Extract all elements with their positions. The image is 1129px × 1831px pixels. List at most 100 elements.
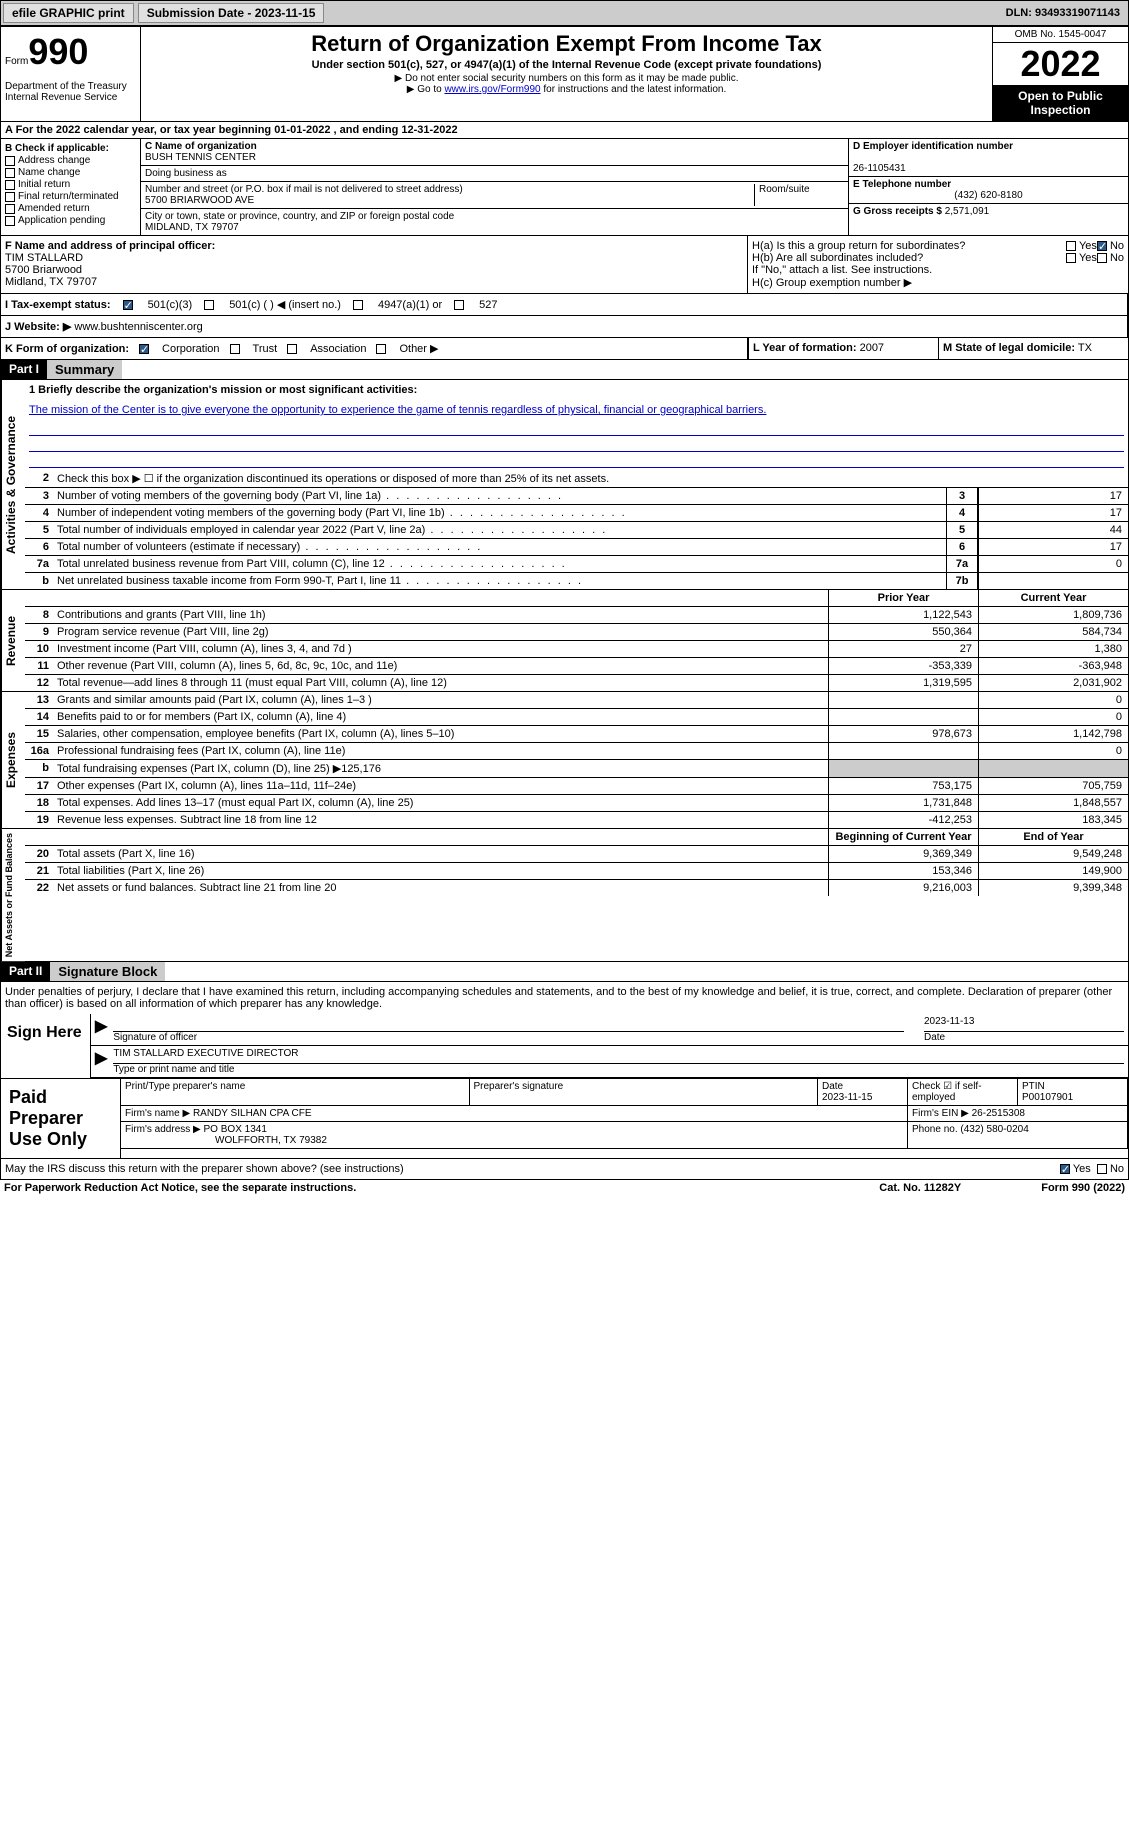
k-trust-chk[interactable] bbox=[230, 344, 240, 354]
row-desc: Grants and similar amounts paid (Part IX… bbox=[53, 692, 828, 708]
py-val: 9,369,349 bbox=[828, 846, 978, 862]
row-desc: Number of voting members of the governin… bbox=[53, 488, 946, 504]
ha-no-chk[interactable] bbox=[1097, 241, 1107, 251]
row-val: 17 bbox=[978, 505, 1128, 521]
officer-name: TIM STALLARD bbox=[5, 252, 83, 264]
k-other-chk[interactable] bbox=[376, 344, 386, 354]
form-header: Form990 Department of the Treasury Inter… bbox=[0, 26, 1129, 122]
i-4947-chk[interactable] bbox=[353, 300, 363, 310]
signature-block: Under penalties of perjury, I declare th… bbox=[0, 982, 1129, 1079]
prep-name-label: Print/Type preparer's name bbox=[121, 1079, 470, 1106]
cy-val: 183,345 bbox=[978, 812, 1128, 828]
k-corp-chk[interactable] bbox=[139, 344, 149, 354]
py-val bbox=[828, 709, 978, 725]
row-num: 6 bbox=[25, 539, 53, 555]
b-opt-label: Amended return bbox=[18, 203, 90, 214]
k-assoc-chk[interactable] bbox=[287, 344, 297, 354]
row-val: 44 bbox=[978, 522, 1128, 538]
row-desc: Other expenses (Part IX, column (A), lin… bbox=[53, 778, 828, 794]
row-box: 5 bbox=[946, 522, 978, 538]
prep-date: 2023-11-15 bbox=[822, 1092, 872, 1103]
governance-section: Activities & Governance 1 Briefly descri… bbox=[0, 380, 1129, 590]
form-word: Form bbox=[5, 56, 28, 67]
row-desc: Number of independent voting members of … bbox=[53, 505, 946, 521]
footer-mid: Cat. No. 11282Y bbox=[879, 1182, 961, 1194]
officer-addr1: 5700 Briarwood bbox=[5, 264, 82, 276]
footer-left: For Paperwork Reduction Act Notice, see … bbox=[4, 1182, 879, 1194]
l-label: L Year of formation: bbox=[753, 342, 857, 354]
firm-city: WOLFFORTH, TX 79382 bbox=[215, 1135, 327, 1146]
part2-title: Signature Block bbox=[50, 962, 165, 981]
preparer-block: Paid Preparer Use Only Print/Type prepar… bbox=[0, 1079, 1129, 1159]
side-exp: Expenses bbox=[1, 692, 25, 828]
arrow-icon: ▶ bbox=[95, 1016, 107, 1043]
dept: Department of the Treasury Internal Reve… bbox=[5, 81, 136, 103]
subdate-btn: Submission Date - 2023-11-15 bbox=[138, 3, 325, 23]
row-num: 11 bbox=[25, 658, 53, 674]
i-501c3-chk[interactable] bbox=[123, 300, 133, 310]
hb-yes-chk[interactable] bbox=[1066, 253, 1076, 263]
row-num: 4 bbox=[25, 505, 53, 521]
b-opt-label: Final return/terminated bbox=[18, 191, 119, 202]
i-501c-chk[interactable] bbox=[204, 300, 214, 310]
gross-receipts: 2,571,091 bbox=[945, 206, 990, 217]
discuss-yes-chk[interactable] bbox=[1060, 1164, 1070, 1174]
row-num: 10 bbox=[25, 641, 53, 657]
sig-date-val: 2023-11-13 bbox=[924, 1016, 1124, 1032]
discuss-no-chk[interactable] bbox=[1097, 1164, 1107, 1174]
py-val bbox=[828, 692, 978, 708]
j-label: J Website: ▶ bbox=[5, 321, 71, 333]
line-a: A For the 2022 calendar year, or tax yea… bbox=[0, 122, 1129, 139]
row-desc: Total number of volunteers (estimate if … bbox=[53, 539, 946, 555]
footer-right: Form 990 (2022) bbox=[1041, 1182, 1125, 1194]
row-desc: Total unrelated business revenue from Pa… bbox=[53, 556, 946, 572]
row-num: 13 bbox=[25, 692, 53, 708]
row-desc: Total number of individuals employed in … bbox=[53, 522, 946, 538]
sig-declaration: Under penalties of perjury, I declare th… bbox=[1, 982, 1128, 1014]
py-val bbox=[828, 760, 978, 777]
b-opt-chk[interactable] bbox=[5, 156, 15, 166]
sign-here: Sign Here bbox=[1, 1014, 91, 1078]
b-opt-chk[interactable] bbox=[5, 192, 15, 202]
phone: (432) 620-8180 bbox=[853, 190, 1124, 201]
row-num: b bbox=[25, 760, 53, 777]
i-527-chk[interactable] bbox=[454, 300, 464, 310]
sig-name: TIM STALLARD EXECUTIVE DIRECTOR bbox=[113, 1048, 1124, 1064]
row-num: 5 bbox=[25, 522, 53, 538]
b-opt-chk[interactable] bbox=[5, 204, 15, 214]
b-opt-label: Initial return bbox=[18, 179, 70, 190]
hb: H(b) Are all subordinates included? bbox=[752, 252, 1066, 264]
part1-title: Summary bbox=[47, 360, 122, 379]
hb-no-chk[interactable] bbox=[1097, 253, 1107, 263]
cy-val: 0 bbox=[978, 709, 1128, 725]
f-label: F Name and address of principal officer: bbox=[5, 240, 215, 252]
cy-val: 1,809,736 bbox=[978, 607, 1128, 623]
row-num: 19 bbox=[25, 812, 53, 828]
b-opt-chk[interactable] bbox=[5, 168, 15, 178]
py-val: 978,673 bbox=[828, 726, 978, 742]
form-number: 990 bbox=[28, 31, 88, 72]
c-label: C Name of organization bbox=[145, 141, 257, 152]
irs-link[interactable]: www.irs.gov/Form990 bbox=[444, 84, 540, 95]
py-val: -353,339 bbox=[828, 658, 978, 674]
row-num: 20 bbox=[25, 846, 53, 862]
row-desc: Net unrelated business taxable income fr… bbox=[53, 573, 946, 589]
row-desc: Revenue less expenses. Subtract line 18 … bbox=[53, 812, 828, 828]
na-cy-hdr: End of Year bbox=[978, 829, 1128, 845]
efile-btn[interactable]: efile GRAPHIC print bbox=[3, 3, 134, 23]
row-num: 8 bbox=[25, 607, 53, 623]
k-label: K Form of organization: bbox=[5, 343, 129, 355]
omb: OMB No. 1545-0047 bbox=[993, 27, 1128, 43]
row-val: 17 bbox=[978, 539, 1128, 555]
addr: 5700 BRIARWOOD AVE bbox=[145, 195, 254, 206]
part2-header: Part II Signature Block bbox=[0, 962, 1129, 982]
b-opt-label: Application pending bbox=[18, 215, 105, 226]
ptin: P00107901 bbox=[1022, 1092, 1073, 1103]
row-val: 17 bbox=[978, 488, 1128, 504]
na-py-hdr: Beginning of Current Year bbox=[828, 829, 978, 845]
b-opt-chk[interactable] bbox=[5, 216, 15, 226]
ha-yes-chk[interactable] bbox=[1066, 241, 1076, 251]
b-opt-chk[interactable] bbox=[5, 180, 15, 190]
py-hdr: Prior Year bbox=[828, 590, 978, 606]
b-opt-label: Address change bbox=[18, 155, 90, 166]
